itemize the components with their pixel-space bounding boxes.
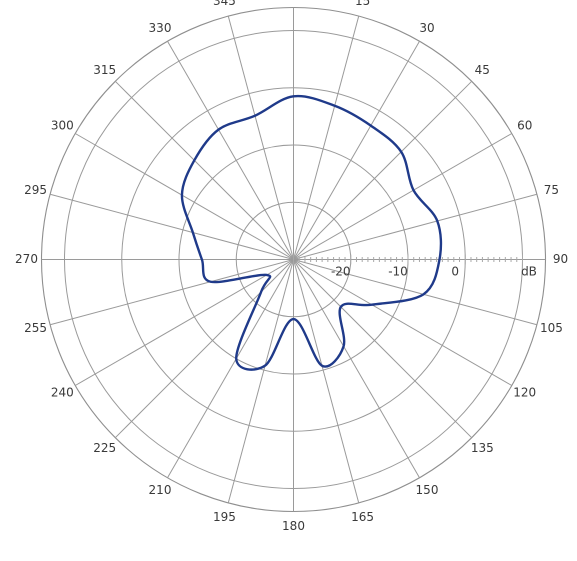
angle-label-6: 90 — [553, 252, 568, 266]
angle-label-5: 75 — [544, 183, 559, 197]
angle-label-22: 330 — [149, 21, 172, 35]
radial-tick-label-1: -10 — [388, 265, 408, 279]
spoke-225 — [114, 259, 294, 439]
spoke-75 — [293, 193, 538, 260]
spoke-60 — [293, 133, 512, 260]
spoke-330 — [167, 41, 294, 260]
angle-labels: 0 15 30 45 60 75 90 105 120 135 150 165 180 195 210 225… — [15, 0, 568, 533]
angle-label-1: 15 — [355, 0, 370, 8]
pattern-series — [180, 94, 443, 371]
angle-label-7: 105 — [540, 321, 563, 335]
angle-label-8: 120 — [513, 386, 536, 400]
spoke-300 — [75, 133, 294, 260]
spoke-210 — [167, 259, 294, 478]
spoke-285 — [49, 193, 294, 260]
angle-label-4: 60 — [517, 119, 532, 133]
angle-label-3: 45 — [475, 63, 490, 77]
spoke-120 — [293, 259, 512, 386]
spoke-30 — [293, 41, 420, 260]
radial-tick-label-0: -20 — [331, 265, 351, 279]
spoke-195 — [227, 259, 294, 504]
angle-label-9: 135 — [471, 441, 494, 455]
spoke-135 — [293, 259, 473, 439]
spoke-255 — [49, 259, 294, 326]
spoke-240 — [75, 259, 294, 386]
angle-label-17: 255 — [24, 321, 47, 335]
spoke-345 — [227, 15, 294, 260]
angle-label-21: 315 — [93, 63, 116, 77]
angle-label-15: 225 — [93, 441, 116, 455]
angle-label-23: 345 — [213, 0, 236, 8]
angle-label-16: 240 — [51, 386, 74, 400]
spoke-15 — [293, 15, 360, 260]
angle-label-11: 165 — [351, 510, 374, 524]
angle-label-12: 180 — [282, 519, 305, 533]
angle-label-20: 300 — [51, 119, 74, 133]
angle-label-13: 195 — [213, 510, 236, 524]
spoke-315 — [114, 80, 294, 260]
spoke-45 — [293, 80, 473, 260]
spoke-165 — [293, 259, 360, 504]
radial-unit-label: dB — [521, 265, 537, 279]
angle-label-2: 30 — [419, 21, 434, 35]
radial-axis-labels: -20 -10 0 dB — [331, 265, 537, 279]
angle-label-19: 295 — [24, 183, 47, 197]
angle-label-10: 150 — [416, 483, 439, 497]
polar-grid — [40, 6, 547, 513]
pattern-line-0 — [180, 94, 443, 371]
radial-tick-label-2: 0 — [451, 265, 459, 279]
angle-label-14: 210 — [149, 483, 172, 497]
angle-label-18: 270 — [15, 252, 38, 266]
spoke-105 — [293, 259, 538, 326]
radial-ticks — [293, 254, 523, 265]
spoke-150 — [293, 259, 420, 478]
